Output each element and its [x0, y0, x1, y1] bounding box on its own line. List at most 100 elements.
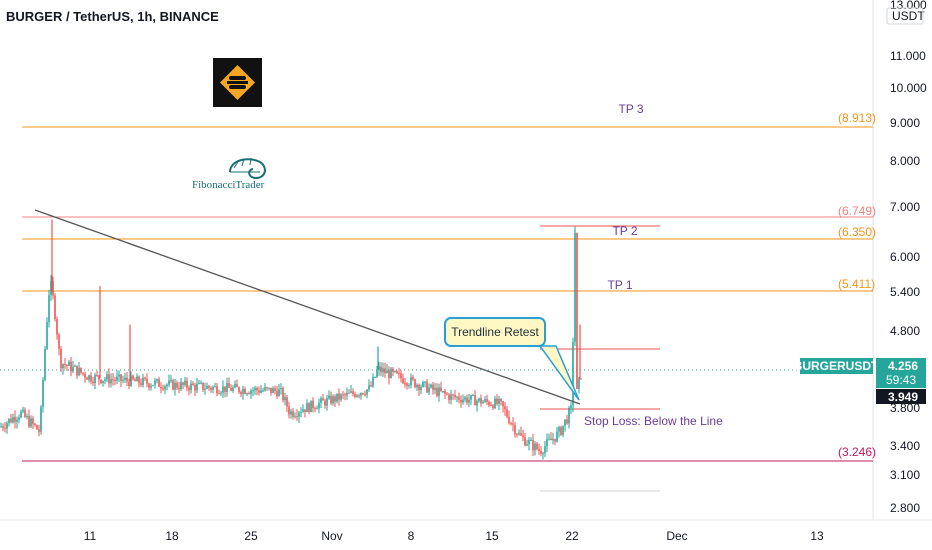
candle-body: [24, 409, 26, 417]
candle-body: [316, 408, 318, 410]
candle-body: [198, 382, 200, 384]
candle-body: [374, 376, 376, 378]
candle-body: [72, 366, 74, 372]
candle-body: [202, 382, 204, 390]
candle-body: [216, 386, 218, 394]
candle-body: [152, 385, 154, 387]
candle-body: [492, 405, 494, 409]
candle-body: [448, 394, 450, 400]
candle-body: [158, 379, 160, 387]
candle-body: [146, 378, 148, 384]
candle-body: [536, 443, 538, 450]
candle-body: [206, 386, 208, 389]
candle-body: [540, 450, 542, 454]
candle-body: [468, 399, 470, 403]
candle-body: [102, 380, 104, 383]
candle-body: [486, 399, 488, 402]
candle-body: [254, 388, 256, 391]
candle-body: [298, 412, 300, 417]
tp1-label: TP 1: [607, 278, 632, 292]
candle-body: [32, 418, 34, 424]
candle-body: [460, 400, 462, 403]
candle-body: [410, 377, 412, 386]
candle-body: [256, 388, 258, 391]
candle-body: [406, 383, 408, 386]
candle-body: [378, 366, 380, 371]
candle-body: [300, 412, 302, 414]
candle-body: [192, 383, 194, 386]
candle-body: [572, 341, 574, 406]
price-tick-label: 7.000: [890, 200, 920, 214]
candle-body: [430, 384, 432, 388]
candle-body: [282, 388, 284, 401]
candle-body: [488, 401, 490, 406]
candle-body: [338, 393, 340, 400]
candle-body: [130, 375, 132, 386]
burger-logo: [213, 58, 262, 107]
candle-body: [56, 319, 58, 335]
candle-body: [248, 393, 250, 395]
candle-body: [64, 364, 66, 366]
candle-body: [504, 406, 506, 410]
candle-body: [274, 388, 276, 391]
candle-body: [126, 377, 128, 382]
candle-body: [330, 395, 332, 404]
candle-body: [518, 433, 520, 435]
candle-body: [420, 386, 422, 391]
time-tick-label: 25: [244, 529, 258, 543]
candle-body: [580, 378, 582, 380]
level-value-6350: (6.350): [838, 225, 876, 239]
candle-body: [290, 411, 292, 415]
candle-body: [200, 382, 202, 384]
trendline[interactable]: [34, 209, 581, 405]
candle-body: [372, 376, 374, 387]
candle-body: [446, 393, 448, 395]
candle-body: [160, 386, 162, 389]
candle-body: [304, 409, 306, 413]
candle-body: [556, 431, 558, 442]
candle-body: [236, 384, 238, 388]
candle-body: [132, 375, 134, 380]
candle-body: [194, 385, 196, 391]
candle-body: [186, 380, 188, 388]
candle-body: [444, 391, 446, 394]
candle-body: [92, 381, 94, 384]
time-tick-label: 11: [84, 529, 97, 543]
candle-body: [134, 379, 136, 382]
tp3-label: TP 3: [618, 102, 643, 116]
candle-body: [508, 416, 510, 424]
trendline-retest-callout[interactable]: Trendline Retest: [444, 317, 546, 347]
candle-body: [436, 387, 438, 396]
candle-body: [164, 386, 166, 390]
price-unit-box[interactable]: [886, 7, 924, 25]
candle-body: [308, 403, 310, 413]
candle-body: [440, 387, 442, 392]
candle-body: [302, 409, 304, 413]
candle-body: [96, 374, 98, 376]
candle-body: [278, 388, 280, 397]
tp2-label: TP 2: [612, 224, 637, 238]
candle-body: [268, 387, 270, 389]
candle-body: [184, 380, 186, 385]
candle-body: [196, 383, 198, 391]
candle-body: [512, 423, 514, 425]
candle-body: [514, 424, 516, 435]
candle-body: [272, 388, 274, 393]
candle-body: [98, 375, 100, 380]
candle-body: [178, 387, 180, 390]
candle-body: [122, 379, 124, 381]
candle-series: [0, 219, 582, 460]
candle-body: [288, 406, 290, 415]
candle-body: [396, 370, 398, 374]
level-value-3246: (3.246): [838, 445, 876, 459]
candle-body: [442, 391, 444, 393]
candle-body: [78, 367, 80, 376]
symbol-tag: [800, 358, 873, 374]
candle-body: [70, 361, 72, 372]
candle-body: [2, 426, 4, 428]
candle-body: [54, 295, 56, 320]
candle-body: [176, 382, 178, 388]
candle-body: [212, 386, 214, 390]
candle-body: [388, 370, 390, 379]
